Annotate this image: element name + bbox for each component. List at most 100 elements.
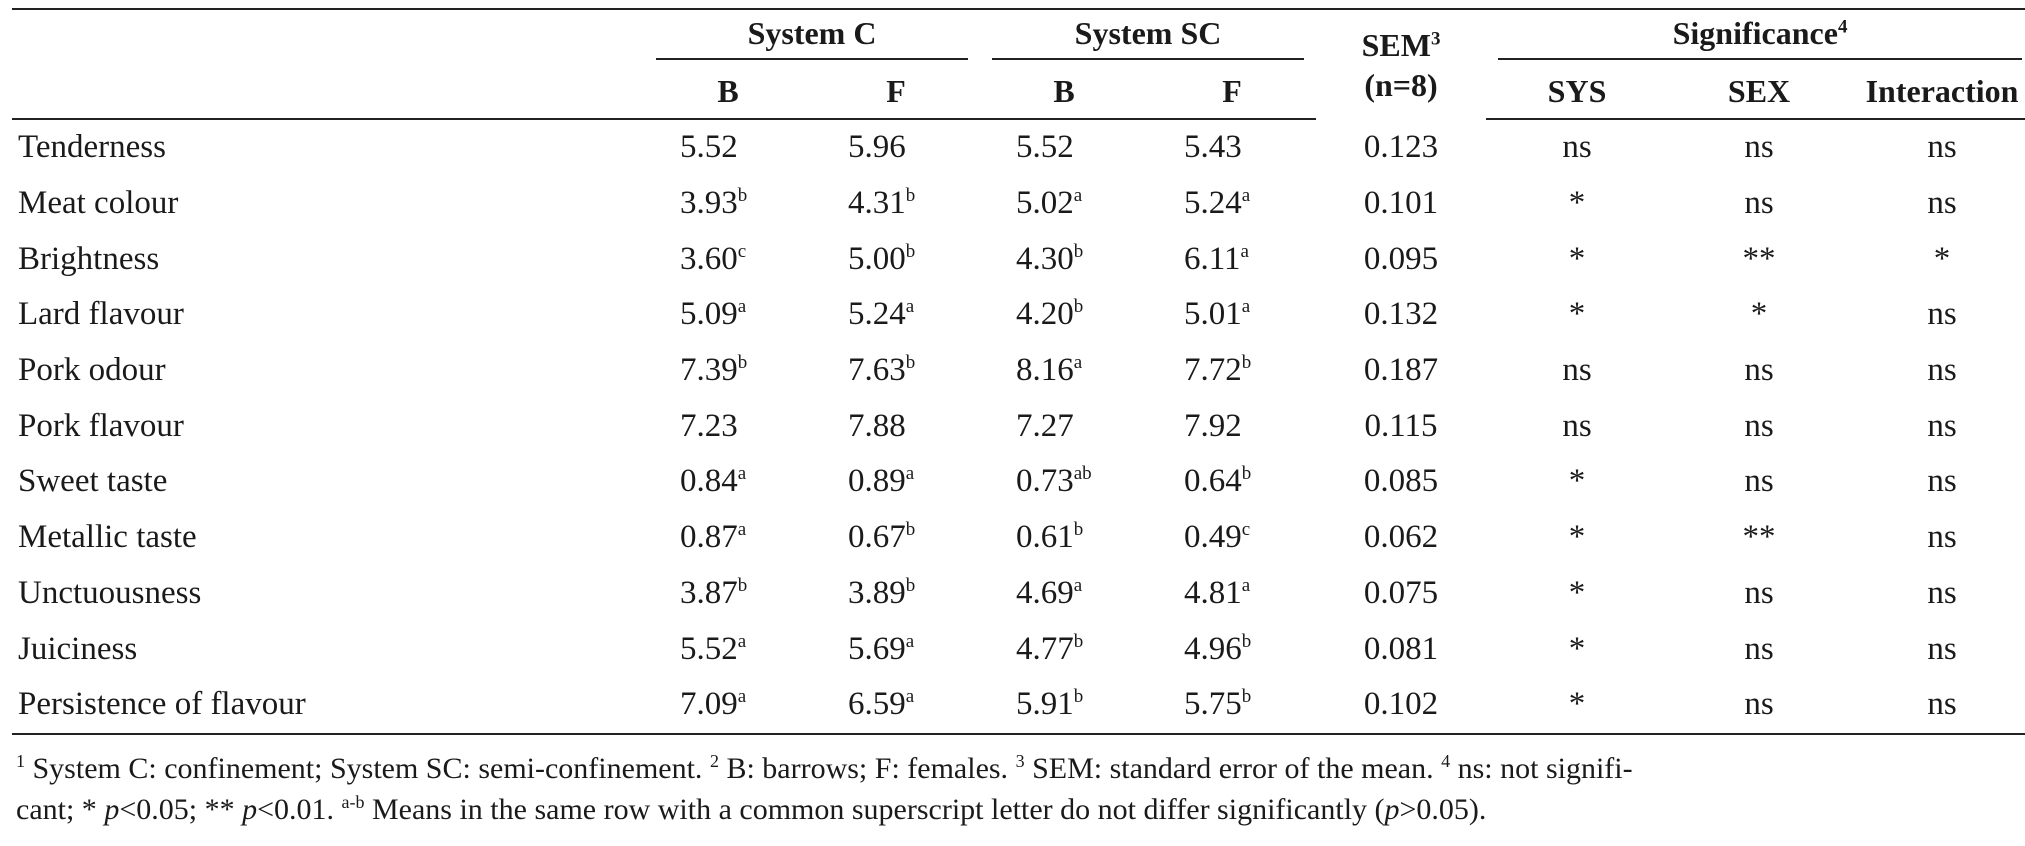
interaction-cell-value: ns [1927,519,1957,556]
attribute-cell: Juiciness [12,621,644,677]
footnote-p-1: p [104,793,120,826]
system-sc-females-cell: 4.81a [1148,566,1316,622]
sys-cell-value: ns [1562,129,1592,166]
table-row: Unctuousness 3.87b 3.89b 4.69a 4.81a 0.075 * ns… [12,566,2025,622]
system-c-females-cell: 0.89a [812,454,980,510]
sys-cell-value: * [1568,686,1586,723]
system-c-barrows-cell: 3.60c [644,231,812,287]
system-sc-females-cell-superscript: b [1241,630,1252,652]
system-c-females-cell-value: 7.63 [848,352,906,389]
system-c-barrows-cell-value: 0.84 [680,463,738,500]
attribute-cell-value: Meat colour [18,185,179,222]
system-sc-barrows-cell: 4.69a [980,566,1148,622]
sys-cell: ns [1486,119,1668,176]
system-sc-barrows-cell-superscript: b [1073,686,1084,708]
sem-cell: 0.132 [1316,287,1486,343]
sex-cell-value: ns [1744,574,1774,611]
system-c-females-cell-value: 5.96 [848,129,906,166]
sys-cell: ns [1486,398,1668,454]
system-sc-barrows-cell-value: 4.20 [1016,296,1074,333]
sex-cell-value: ** [1742,240,1776,277]
system-sc-females-cell-value: 5.24 [1184,185,1242,222]
system-sc-females-cell-value: 5.01 [1184,296,1242,333]
sys-cell: ns [1486,343,1668,399]
system-c-females-cell-superscript: b [905,185,916,207]
sem-cell: 0.101 [1316,176,1486,232]
table-row: Pork flavour 7.23 7.88 7.27 7.92 0.115 ns ns ns [12,398,2025,454]
system-c-females-cell: 7.88 [812,398,980,454]
system-c-barrows-cell: 5.09a [644,287,812,343]
sem-cell-value: 0.187 [1363,352,1439,389]
system-sc-females-cell: 7.72b [1148,343,1316,399]
attribute-cell-value: Persistence of flavour [18,686,306,723]
footnote-text-4b: cant; * [16,793,105,826]
system-c-barrows-cell: 7.09a [644,676,812,735]
interaction-cell: ns [1850,454,2025,510]
system-c-females-cell: 5.24a [812,287,980,343]
sys-cell-value: ns [1562,352,1592,389]
system-c-barrows-cell-value: 7.23 [680,407,738,444]
header-c-b: B [644,64,812,120]
attribute-cell: Unctuousness [12,566,644,622]
sys-cell: * [1486,621,1668,677]
system-sc-barrows-cell-value: 4.69 [1016,574,1074,611]
interaction-cell-value: ns [1927,352,1957,389]
interaction-cell: ns [1850,343,2025,399]
system-c-females-cell-superscript: b [905,574,916,596]
interaction-cell: ns [1850,676,2025,735]
sem-cell-value: 0.085 [1363,463,1439,500]
system-sc-barrows-cell: 0.73ab [980,454,1148,510]
system-c-females-cell-value: 5.00 [848,240,906,277]
system-c-females-cell-value: 3.89 [848,574,906,611]
interaction-cell: ns [1850,119,2025,176]
system-c-females-cell-value: 6.59 [848,686,906,723]
header-empty-2 [12,64,644,120]
sem-cell-value: 0.132 [1363,296,1439,333]
sex-cell: * [1668,287,1850,343]
system-sc-females-cell: 0.49c [1148,510,1316,566]
interaction-cell-value: ns [1927,630,1957,667]
sex-cell-value: ** [1742,519,1776,556]
system-sc-females-cell: 5.24a [1148,176,1316,232]
sex-cell: ** [1668,510,1850,566]
sex-cell: ns [1668,621,1850,677]
system-sc-barrows-cell-value: 4.77 [1016,630,1074,667]
sem-cell: 0.187 [1316,343,1486,399]
sys-cell: * [1486,287,1668,343]
sys-cell-value: * [1568,519,1586,556]
sys-cell-value: * [1568,463,1586,500]
system-sc-barrows-cell-value: 5.02 [1016,185,1074,222]
sex-cell: ns [1668,566,1850,622]
system-c-barrows-cell-value: 5.52 [680,630,738,667]
sem-cell-value: 0.102 [1363,686,1439,723]
footnote-p-3: p [1384,793,1400,826]
attribute-cell-value: Brightness [18,240,160,277]
header-group-sc: System SC [980,8,1317,64]
system-sc-females-cell: 6.11a [1148,231,1316,287]
system-sc-barrows-cell: 5.52 [980,119,1148,176]
sem-cell-value: 0.075 [1363,574,1439,611]
system-c-barrows-cell-superscript: c [737,240,747,262]
system-c-barrows-cell-value: 5.52 [680,129,738,166]
attribute-cell-value: Lard flavour [18,296,184,333]
interaction-cell: * [1850,231,2025,287]
sem-n-label: (n=8) [1364,66,1438,103]
system-sc-barrows-cell: 4.20b [980,287,1148,343]
interaction-cell: ns [1850,176,2025,232]
sys-cell: * [1486,676,1669,735]
system-c-barrows-cell-superscript: b [737,574,748,596]
system-c-females-cell: 5.69a [812,621,980,677]
system-c-barrows-cell: 7.23 [644,398,812,454]
system-sc-females-cell: 5.01a [1148,287,1316,343]
sys-cell-value: * [1568,185,1586,222]
system-c-barrows-cell-superscript: a [737,463,747,485]
system-c-females-cell-value: 0.89 [848,463,906,500]
system-c-barrows-cell: 3.87b [644,566,812,622]
significance-footnote-mark: 4 [1837,15,1848,37]
footnote-text-2: B: barrows; F: females. [718,752,1016,785]
system-sc-barrows-cell: 4.77b [980,621,1148,677]
system-c-barrows-cell: 5.52a [644,621,812,677]
system-sc-barrows-cell-value: 5.91 [1016,686,1074,723]
system-c-barrows-cell-value: 3.93 [680,185,738,222]
system-c-barrows-cell-superscript: a [737,686,747,708]
